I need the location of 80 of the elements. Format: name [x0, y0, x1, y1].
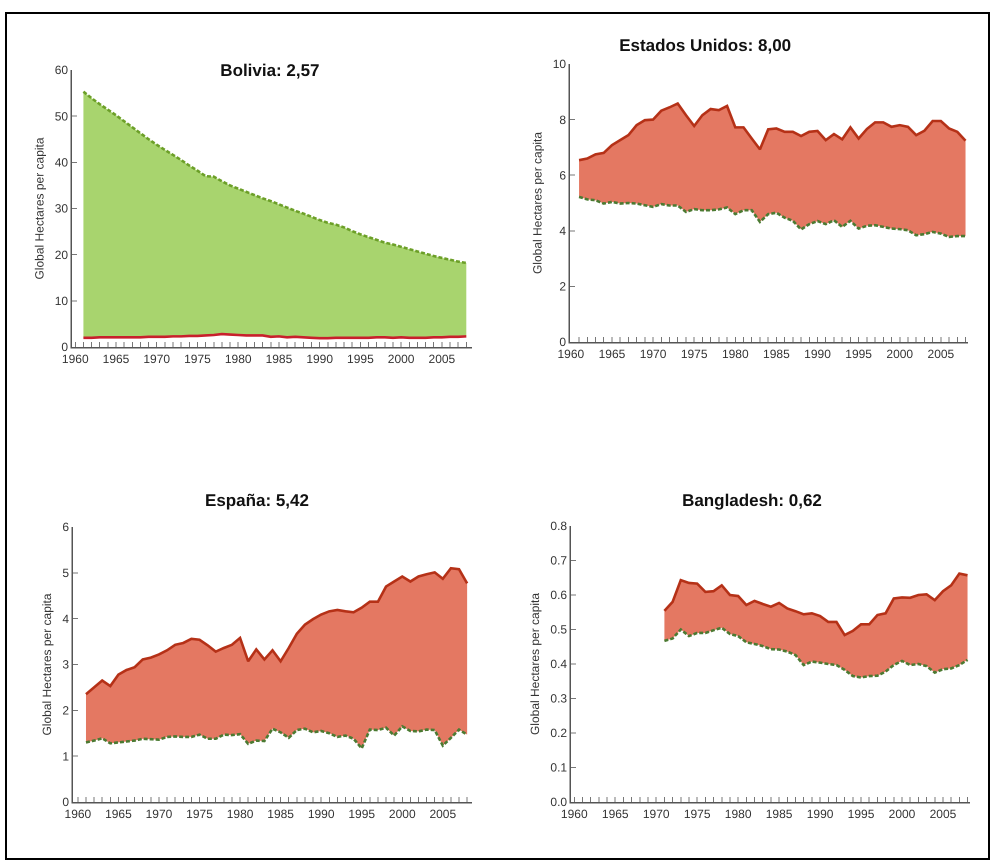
- y-tick-label: 0: [559, 335, 566, 350]
- y-tick-label: 0.3: [550, 692, 568, 706]
- x-tick-label: 1990: [806, 806, 834, 821]
- y-tick-label: 10: [552, 57, 566, 72]
- y-axis-title: Global Hectares per capita: [528, 592, 542, 736]
- y-tick-label: 0: [61, 340, 68, 354]
- chart-title: Bangladesh: 0,62: [682, 490, 822, 510]
- x-tick-label: 1980: [226, 806, 254, 821]
- y-axis-title: Global Hectares per capita: [40, 593, 54, 736]
- y-tick-label: 8: [559, 112, 566, 127]
- y-tick-label: 5: [62, 566, 70, 580]
- x-tick-label: 1970: [642, 806, 670, 821]
- y-tick-label: 2: [559, 280, 566, 294]
- x-tick-label: 1975: [680, 346, 708, 361]
- x-tick-label: 1985: [266, 352, 293, 366]
- line-series: [84, 725, 468, 750]
- line-series: [578, 196, 967, 238]
- y-tick-label: 60: [54, 63, 68, 78]
- y-tick-label: 0: [62, 795, 70, 810]
- x-tick-label: 1965: [105, 806, 132, 821]
- y-tick-label: 0.5: [550, 622, 568, 637]
- x-tick-label: 1995: [848, 806, 875, 821]
- x-tick-label: 1985: [267, 806, 294, 821]
- x-tick-label: 1965: [102, 352, 130, 366]
- x-tick-label: 1970: [146, 806, 173, 821]
- x-tick-label: 1980: [224, 352, 252, 366]
- y-tick-label: 50: [54, 109, 68, 124]
- y-tick-label: 6: [559, 168, 566, 182]
- y-axis-title: Global Hectares per capita: [530, 132, 544, 274]
- x-tick-label: 2000: [888, 806, 916, 821]
- y-tick-label: 20: [54, 248, 68, 262]
- x-tick-label: 2000: [886, 346, 914, 361]
- x-tick-label: 1995: [845, 346, 872, 361]
- x-tick-label: 1995: [347, 352, 374, 366]
- y-tick-label: 1: [62, 749, 70, 764]
- x-tick-label: 1980: [722, 346, 749, 361]
- x-tick-label: 2000: [388, 352, 415, 366]
- y-tick-label: 3: [62, 658, 70, 672]
- x-tick-label: 1985: [766, 806, 793, 821]
- x-tick-label: 1970: [640, 346, 667, 361]
- y-tick-label: 0.6: [550, 588, 568, 602]
- y-tick-label: 30: [54, 202, 68, 216]
- x-tick-label: 1960: [62, 352, 89, 366]
- x-tick-label: 2000: [388, 806, 416, 821]
- y-tick-label: 0.2: [550, 726, 568, 740]
- x-tick-label: 2005: [429, 806, 456, 821]
- y-tick-label: 0.8: [550, 519, 568, 534]
- x-tick-label: 1985: [763, 346, 790, 361]
- x-tick-label: 1960: [64, 806, 92, 821]
- x-tick-label: 1975: [684, 806, 711, 821]
- y-axis-title: Global Hectares per capita: [32, 137, 46, 280]
- line-series: [663, 626, 969, 679]
- y-tick-label: 4: [559, 224, 566, 238]
- x-tick-label: 1965: [598, 346, 626, 361]
- x-tick-label: 1990: [306, 352, 334, 366]
- x-tick-label: 1990: [804, 346, 832, 361]
- chart-title: Bolivia: 2,57: [220, 60, 320, 80]
- x-tick-label: 1960: [557, 346, 584, 361]
- y-tick-label: 6: [62, 520, 70, 534]
- y-tick-label: 40: [54, 156, 68, 170]
- y-tick-label: 0.1: [550, 760, 568, 775]
- y-tick-label: 10: [54, 294, 68, 308]
- x-tick-label: 1965: [602, 806, 629, 821]
- x-tick-label: 2005: [930, 806, 957, 821]
- y-tick-label: 4: [62, 612, 70, 626]
- x-tick-label: 2005: [928, 346, 955, 361]
- x-tick-label: 1980: [724, 806, 752, 821]
- chart-title: España: 5,42: [204, 490, 309, 510]
- x-tick-label: 1960: [560, 806, 588, 821]
- y-tick-label: 2: [62, 704, 70, 718]
- y-tick-label: 0.7: [550, 554, 568, 568]
- y-tick-label: 0.4: [550, 657, 568, 672]
- y-tick-label: 0.0: [550, 795, 568, 810]
- x-tick-label: 1975: [186, 806, 214, 821]
- chart-title: Estados Unidos: 8,00: [619, 36, 792, 55]
- x-tick-label: 1970: [143, 352, 170, 366]
- x-tick-label: 2005: [428, 352, 456, 366]
- x-tick-label: 1990: [308, 806, 335, 821]
- x-tick-label: 1995: [348, 806, 376, 821]
- x-tick-label: 1975: [184, 352, 212, 366]
